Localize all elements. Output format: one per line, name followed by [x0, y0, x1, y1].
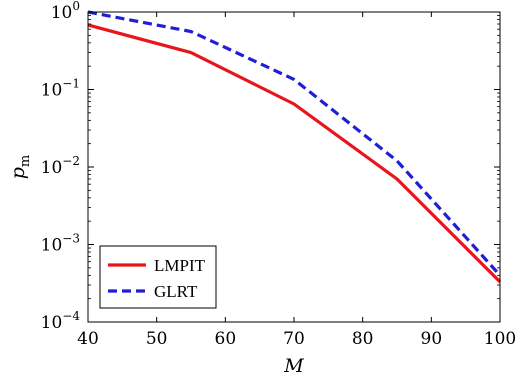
- y-tick-label: 10−4: [41, 309, 81, 333]
- axes: 40 50 60 70 80 90 100 100 10−1 10−2 10−3 10−4 Mpm: [7, 0, 515, 377]
- legend: LMPIT GLRT: [99, 245, 217, 309]
- x-tick-label: 50: [146, 329, 168, 349]
- series-line-lmpit: [87, 23, 502, 283]
- y-tick-label: 10−3: [41, 232, 80, 256]
- y-tick-label: 100: [51, 0, 80, 23]
- x-axis-label: M: [283, 355, 304, 377]
- legend-box: [99, 245, 217, 309]
- y-tick-label: 10−1: [41, 77, 80, 101]
- x-tick-label: 40: [77, 329, 99, 349]
- x-tick-label: 80: [352, 329, 374, 349]
- series-line-glrt: [87, 10, 502, 277]
- legend-label-glrt: GLRT: [154, 282, 198, 301]
- x-tick-label: 90: [421, 329, 443, 349]
- legend-label-lmpit: LMPIT: [154, 256, 206, 275]
- y-axis-label: pm: [7, 155, 33, 180]
- plot-area: [87, 10, 502, 283]
- x-tick-label: 60: [215, 329, 237, 349]
- x-tick-label: 100: [484, 329, 515, 349]
- x-tick-label: 70: [283, 329, 305, 349]
- y-tick-label: 10−2: [41, 154, 80, 178]
